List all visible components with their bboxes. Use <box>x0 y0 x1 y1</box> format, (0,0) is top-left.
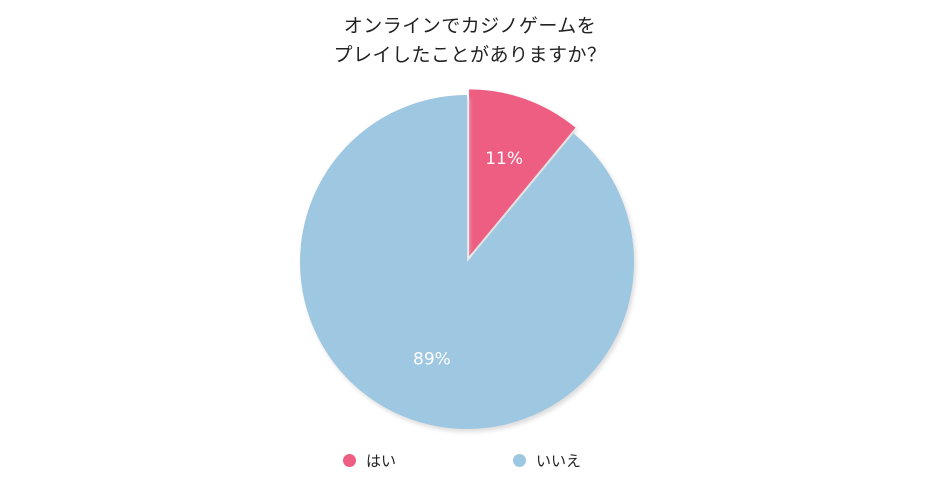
legend-swatch-yes <box>343 453 356 467</box>
legend-item-yes: はい <box>343 449 396 471</box>
legend-swatch-no <box>513 453 526 467</box>
slice-label-yes: 11% <box>485 149 523 169</box>
chart-title-line-2: プレイしたことがありますか？ <box>333 44 607 66</box>
pie-slice-no <box>300 95 635 430</box>
slice-label-no: 89% <box>413 349 451 369</box>
chart-title-line-1: オンラインでカジノゲームを <box>343 15 597 37</box>
pie-slice-yes <box>469 89 576 257</box>
legend-label-yes: はい <box>366 451 397 470</box>
legend-label-no: いいえ <box>536 451 582 470</box>
legend-item-no: いいえ <box>513 449 581 471</box>
